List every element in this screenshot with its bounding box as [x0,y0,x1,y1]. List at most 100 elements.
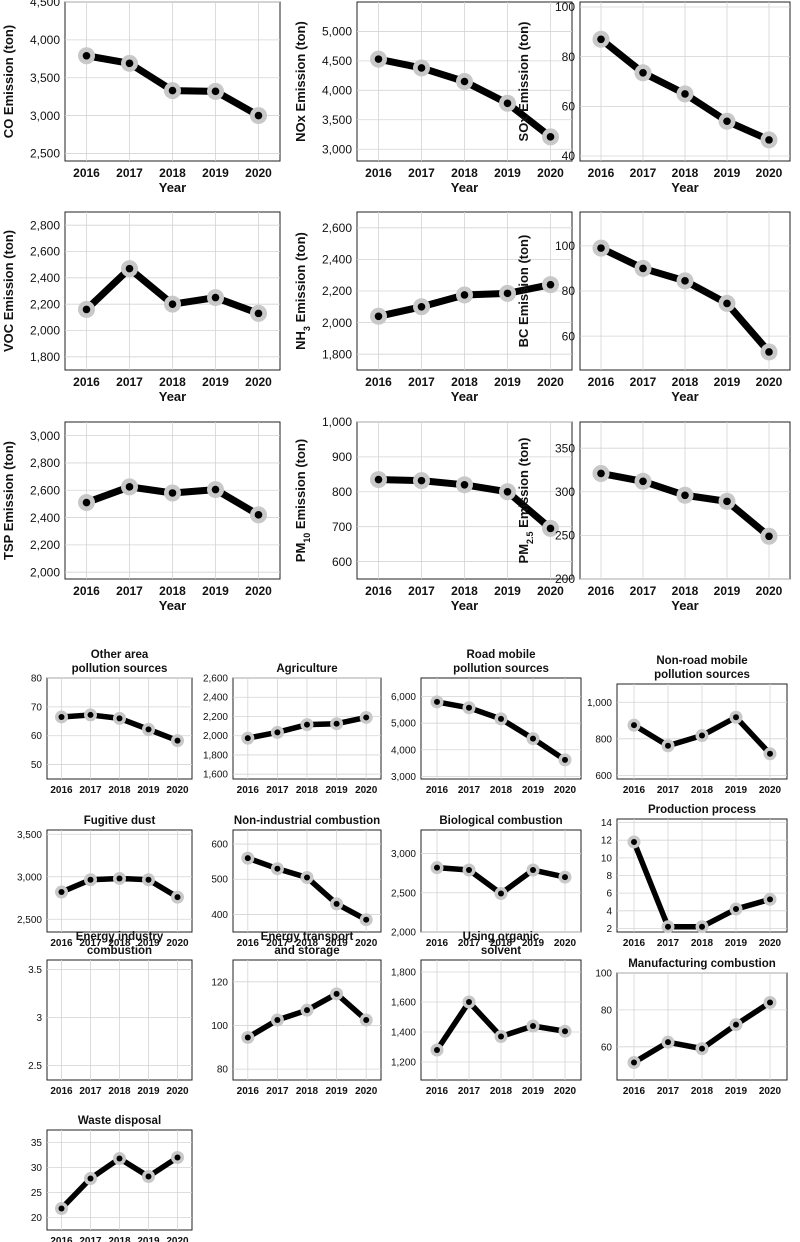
y-tick-label: 2,600 [30,483,60,497]
data-point [304,1007,310,1014]
x-tick-label: 2016 [588,584,615,598]
x-tick-label: 2017 [458,938,481,949]
x-tick-label: 2017 [79,785,102,796]
panel-biological: 2,000 2,500 3,000 2016 2017 2018 2019 2020 Biolo… [391,815,582,949]
y-tick-label: 3,500 [322,113,352,127]
y-axis-label: BC Emission (ton) [516,235,531,348]
y-tick-label: 80 [562,284,576,298]
x-tick-label: 2017 [116,166,143,180]
y-tick-label: 100 [555,0,575,14]
x-tick-label: 2017 [79,938,102,949]
data-point [639,69,647,77]
data-point [87,876,94,883]
panel-title: Agriculture [276,663,337,675]
x-tick-label: 2017 [657,938,680,949]
x-tick-label: 2019 [725,785,748,796]
x-tick-label: 2016 [623,1086,646,1097]
data-point [174,737,181,744]
x-tick-label: 2018 [108,1086,131,1097]
y-tick-label: 350 [555,441,575,455]
y-axis-label: NH3 Emission (ton) [293,232,312,350]
y-tick-label: 60 [562,100,576,114]
data-point [681,491,689,500]
data-point [82,305,91,314]
data-point [765,136,773,144]
y-tick-label: 2,600 [203,674,228,685]
y-tick-label: 300 [555,485,575,499]
data-point [333,720,340,727]
data-point [562,874,568,881]
y-tick-label: 2,600 [322,221,352,235]
data-point [631,1059,637,1066]
x-tick-label: 2018 [490,938,513,949]
panel-title: Production process [648,804,756,816]
data-point [546,524,555,533]
panel-agriculture: 1,600 1,800 2,000 2,200 2,400 2,600 2016 2017 20… [203,663,382,796]
y-tick-label: 1,800 [391,968,416,979]
data-point [58,713,65,720]
x-tick-label: 2018 [108,785,131,796]
data-point [498,715,504,722]
x-tick-label: 2019 [494,584,521,598]
data-point [87,1175,94,1182]
x-tick-label: 2018 [672,166,699,180]
x-tick-label: 2020 [756,166,783,180]
data-point [597,244,605,252]
y-tick-label: 1,000 [587,698,612,709]
data-point [174,1154,181,1161]
panel-other_area: 50 60 70 80 2016 2017 2018 2019 2020 Other area po… [31,649,193,796]
data-point [631,838,637,845]
y-tick-label: 2,200 [30,297,60,311]
y-tick-label: 2,000 [30,324,60,338]
x-tick-label: 2019 [725,938,748,949]
x-tick-label: 2018 [296,938,319,949]
y-tick-label: 1,600 [391,998,416,1009]
data-point [723,117,731,126]
panel-road_mobile: 3,000 4,000 5,000 6,000 2016 2017 2018 2019 2020… [391,649,582,796]
data-point [503,99,512,108]
panel-title: Waste disposal [78,1115,161,1127]
data-point [665,923,671,930]
x-tick-label: 2018 [672,584,699,598]
data-point [417,64,426,72]
x-tick-label: 2020 [759,785,782,796]
x-tick-label: 2018 [108,1236,131,1242]
y-tick-label: 1,800 [30,350,60,364]
x-tick-label: 2019 [522,938,545,949]
x-tick-label: 2018 [296,1086,319,1097]
y-tick-label: 5,000 [391,719,416,730]
data-point [681,90,689,98]
x-tick-label: 2019 [202,166,229,180]
x-tick-label: 2017 [408,584,435,598]
data-point [765,348,773,356]
x-tick-label: 2016 [73,375,100,389]
data-point [82,51,91,60]
data-point [87,711,94,718]
y-tick-label: 4,500 [30,0,60,9]
data-point [211,485,220,494]
data-point [168,86,177,95]
y-tick-label: 3,000 [391,849,416,860]
y-tick-label: 2,200 [322,284,352,298]
y-tick-label: 200 [555,572,575,586]
panel-title: Road mobile pollution sources [453,649,549,675]
data-point [723,299,731,308]
x-tick-label: 2020 [756,584,783,598]
x-axis-label: Year [451,598,478,613]
x-tick-label: 2018 [296,785,319,796]
x-tick-label: 2018 [108,938,131,949]
y-tick-label: 2 [606,924,612,935]
panel-bc: 60 80 100 2016 2017 2018 2019 2020 Year BC Emissi… [516,211,791,404]
y-tick-label: 3,500 [30,71,60,85]
x-axis-label: Year [159,598,186,613]
y-tick-label: 80 [31,674,43,685]
data-point [125,483,134,491]
x-tick-label: 2020 [554,938,577,949]
x-tick-label: 2019 [522,785,545,796]
data-point [733,906,739,913]
y-tick-label: 60 [31,731,43,742]
y-tick-label: 8 [606,871,612,882]
data-point [363,1017,370,1023]
data-point [116,715,123,722]
data-point [498,1033,504,1040]
